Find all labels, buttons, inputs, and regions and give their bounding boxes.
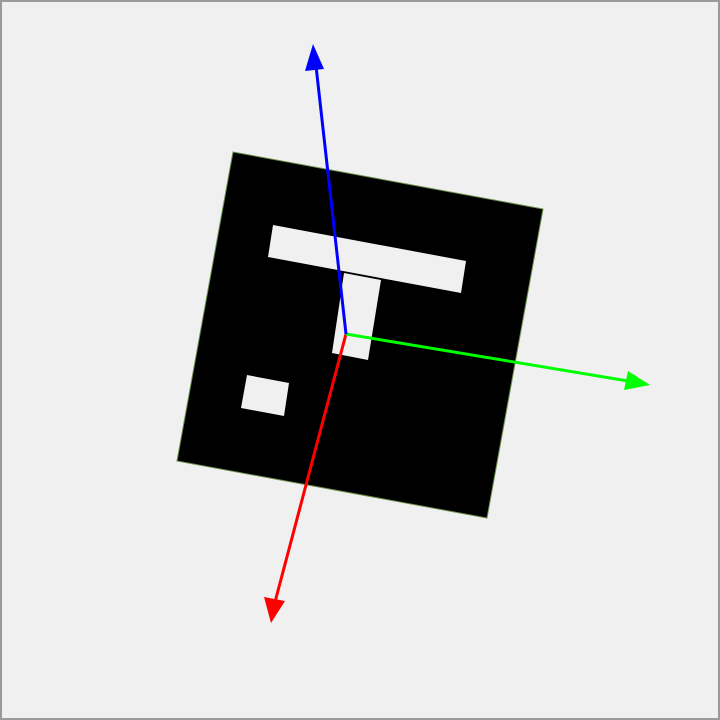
z-axis-arrowhead: [305, 44, 324, 71]
x-axis-arrow: [273, 333, 348, 603]
y-axis-arrowhead: [624, 371, 650, 390]
x-axis-arrowhead: [264, 597, 285, 623]
y-axis-arrow: [345, 332, 629, 383]
marker-t-top-bar: [268, 225, 466, 293]
marker-small-square: [241, 375, 289, 416]
z-axis-arrow: [314, 65, 348, 335]
coordinate-axes: [264, 44, 650, 623]
